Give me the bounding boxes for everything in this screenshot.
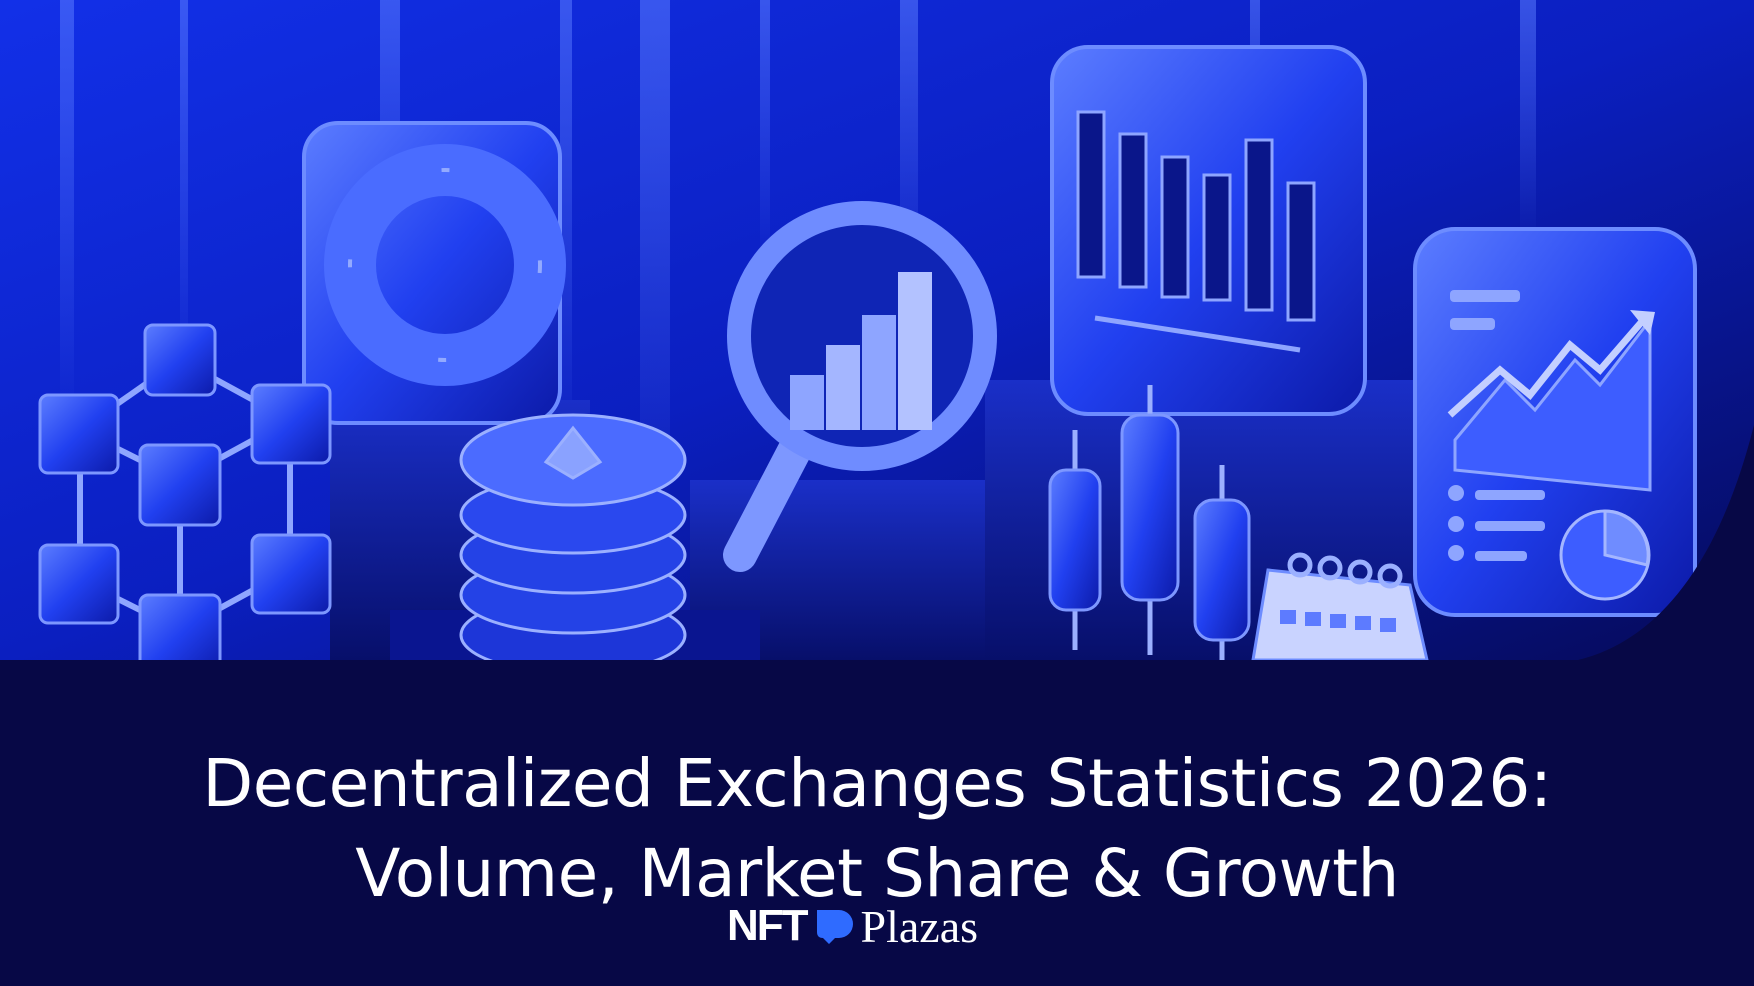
logo-mark-icon [816,910,853,944]
hero-illustration [0,0,1754,660]
logo-text-plazas: Plazas [860,900,979,952]
magnifier-bar-chart-icon [723,201,997,572]
page-title: Decentralized Exchanges Statistics 2026:… [0,739,1754,919]
donut-chart-icon [302,121,566,425]
coin-stack-icon [459,413,687,660]
logo-text-nft: NFT [727,901,809,950]
cube-nodes [38,323,332,660]
title-line-2: Volume, Market Share & Growth [355,835,1399,913]
nftplazas-logo: NFT Plazas [727,896,978,956]
candlestick-icon [1048,385,1251,660]
title-line-1: Decentralized Exchanges Statistics 2026: [202,745,1552,823]
report-panel-icon [1413,227,1697,617]
bar-chart-panel-icon [1050,45,1367,416]
calendar-icon [1251,552,1429,660]
